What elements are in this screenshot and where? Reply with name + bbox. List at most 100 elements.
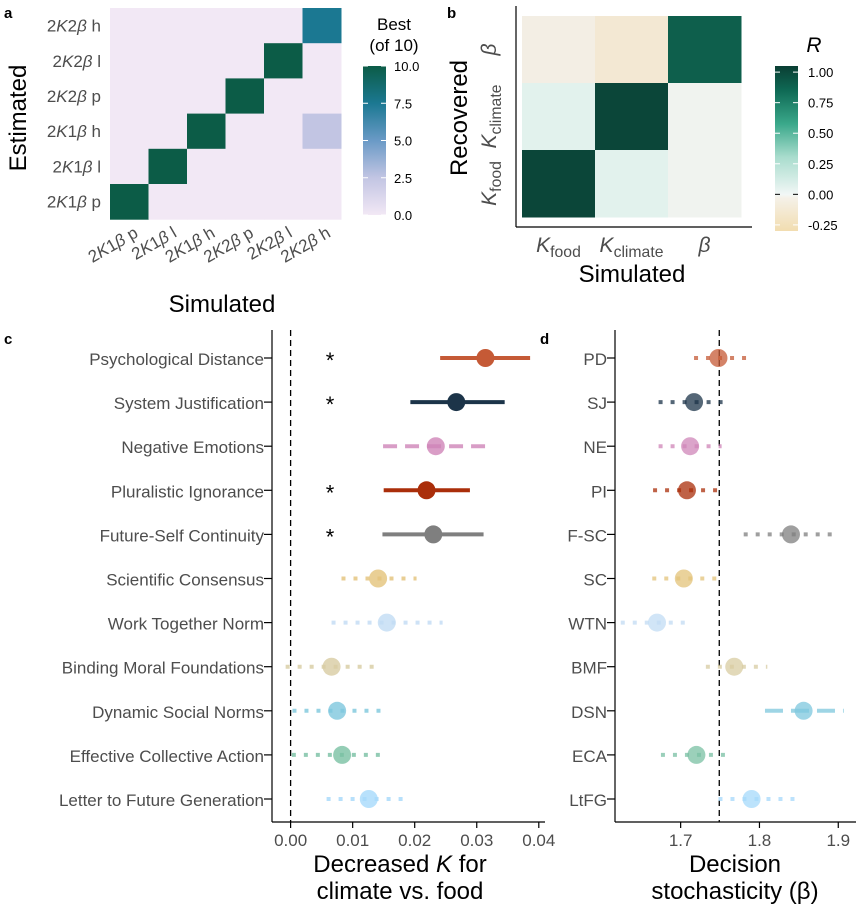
heatmap-cell	[110, 184, 149, 220]
heatmap-cell	[110, 113, 149, 150]
point-estimate	[322, 657, 341, 676]
row-label: ECA	[572, 747, 608, 766]
point-estimate	[709, 349, 728, 367]
x-tick-label: 2K1β h	[162, 223, 218, 267]
panel-b-legend-title: R	[806, 34, 821, 57]
panel-a-legend: Best (of 10) 10.0 7.5 5.0 2.5 0.0	[363, 15, 419, 223]
panel-b: b β Kclimate Kfood Kfood Kclimate β Recovere…	[446, 5, 838, 288]
colorbar-tick-label: 10.0	[394, 59, 419, 74]
row-label: SJ	[587, 394, 607, 413]
row-label: BMF	[571, 659, 607, 678]
row-label: Negative Emotions	[121, 438, 264, 457]
heatmap-cell	[110, 148, 149, 185]
x-tick-label: 0.04	[522, 831, 555, 850]
heatmap-cell	[522, 150, 596, 218]
heatmap-cell	[264, 8, 303, 44]
heatmap-cell	[187, 43, 226, 79]
heatmap-cell	[522, 83, 596, 151]
colorbar-tick-label: 5.0	[394, 134, 412, 149]
heatmap-cell	[225, 78, 265, 115]
point-estimate	[685, 393, 704, 412]
heatmap-cell	[595, 16, 669, 84]
panel-d-estimates: PD SJ NE PI F-SC SC WTN BMF DSN ECA LtFG	[567, 349, 844, 810]
point-estimate	[648, 613, 667, 632]
point-estimate	[377, 613, 396, 632]
point-estimate	[781, 525, 800, 544]
heatmap-cell	[148, 148, 188, 185]
heatmap-cell	[595, 150, 669, 218]
x-tick-label: 0.00	[274, 831, 307, 850]
heatmap-cell	[522, 16, 596, 84]
heatmap-cell	[264, 113, 303, 150]
point-estimate	[677, 481, 696, 500]
x-tick-label: 2K1β l	[128, 223, 180, 264]
panel-d-x-axis-title-1: Decision	[689, 851, 781, 878]
row-label: PD	[583, 350, 607, 369]
colorbar-tick-label: 7.5	[394, 96, 412, 111]
colorbar-tick-label: 0.75	[808, 96, 833, 111]
colorbar-tick-label: 0.00	[808, 187, 833, 202]
panel-a-colorbar	[363, 66, 386, 215]
panel-b-x-axis-title: Simulated	[579, 261, 686, 288]
heatmap-cell	[110, 43, 149, 79]
row-label: Effective Collective Action	[70, 747, 264, 766]
heatmap-cell	[148, 43, 188, 79]
x-tick-label: 0.03	[460, 831, 493, 850]
row-label: Scientific Consensus	[106, 571, 264, 590]
row-label: WTN	[568, 615, 607, 634]
colorbar-tick-label: 0.50	[808, 126, 833, 141]
row-label: Future-Self Continuity	[100, 526, 265, 545]
row-label: Psychological Distance	[89, 350, 264, 369]
y-tick-label: β	[478, 44, 501, 57]
point-estimate	[328, 701, 347, 720]
colorbar-tick-label: 0.25	[808, 157, 833, 172]
heatmap-cell	[148, 78, 188, 115]
point-estimate	[447, 393, 466, 412]
row-label: Work Together Norm	[108, 615, 264, 634]
significance-star: *	[326, 480, 335, 505]
row-label: Letter to Future Generation	[59, 791, 264, 810]
point-estimate	[681, 437, 700, 456]
point-estimate	[687, 745, 706, 764]
point-estimate	[674, 569, 693, 588]
panel-a-heatmap-cells	[110, 8, 342, 220]
panel-c-x-axis-title-1: Decreased K for	[313, 851, 486, 878]
heatmap-cell	[302, 113, 342, 150]
point-estimate	[794, 701, 813, 720]
y-tick-label: 2K1β p	[47, 193, 101, 212]
x-tick-label: 1.8	[748, 831, 772, 850]
heatmap-cell	[595, 83, 669, 151]
y-tick-label: 2K1β h	[47, 122, 101, 141]
row-label: NE	[583, 438, 607, 457]
heatmap-cell	[668, 16, 742, 84]
y-tick-label: Kclimate	[478, 84, 505, 148]
heatmap-cell	[225, 184, 265, 220]
panel-b-colorbar-ticks: 1.00 0.75 0.50 0.25 0.00 -0.25	[775, 65, 838, 233]
panel-a-y-tick-labels: 2K2β h 2K2β l 2K2β p 2K1β h 2K1β l 2K1β p	[47, 17, 101, 212]
point-estimate	[742, 790, 761, 808]
panel-b-heatmap-cells	[522, 16, 742, 218]
panel-c: c Psychological Distance * System Justific…	[4, 330, 555, 905]
panel-b-y-axis-title: Recovered	[446, 60, 473, 176]
row-label: DSN	[571, 703, 607, 722]
point-estimate	[725, 657, 744, 676]
heatmap-cell	[225, 43, 265, 79]
panel-b-colorbar	[775, 66, 798, 231]
heatmap-cell	[264, 43, 303, 79]
y-tick-label: Kfood	[478, 161, 505, 206]
heatmap-cell	[302, 78, 342, 115]
x-tick-label: 0.02	[398, 831, 431, 850]
heatmap-cell	[187, 148, 226, 185]
heatmap-cell	[264, 78, 303, 115]
panel-b-legend: R 1.00 0.75 0.50 0.25 0.00 -0.25	[775, 34, 838, 233]
heatmap-cell	[264, 184, 303, 220]
panel-c-x-ticks: 0.00 0.01 0.02 0.03 0.04	[274, 822, 555, 850]
heatmap-cell	[225, 148, 265, 185]
heatmap-cell	[110, 8, 149, 44]
point-estimate	[424, 525, 443, 544]
heatmap-cell	[148, 184, 188, 220]
heatmap-cell	[187, 78, 226, 115]
colorbar-tick-label: 2.5	[394, 171, 412, 186]
panel-b-label: b	[447, 5, 456, 22]
